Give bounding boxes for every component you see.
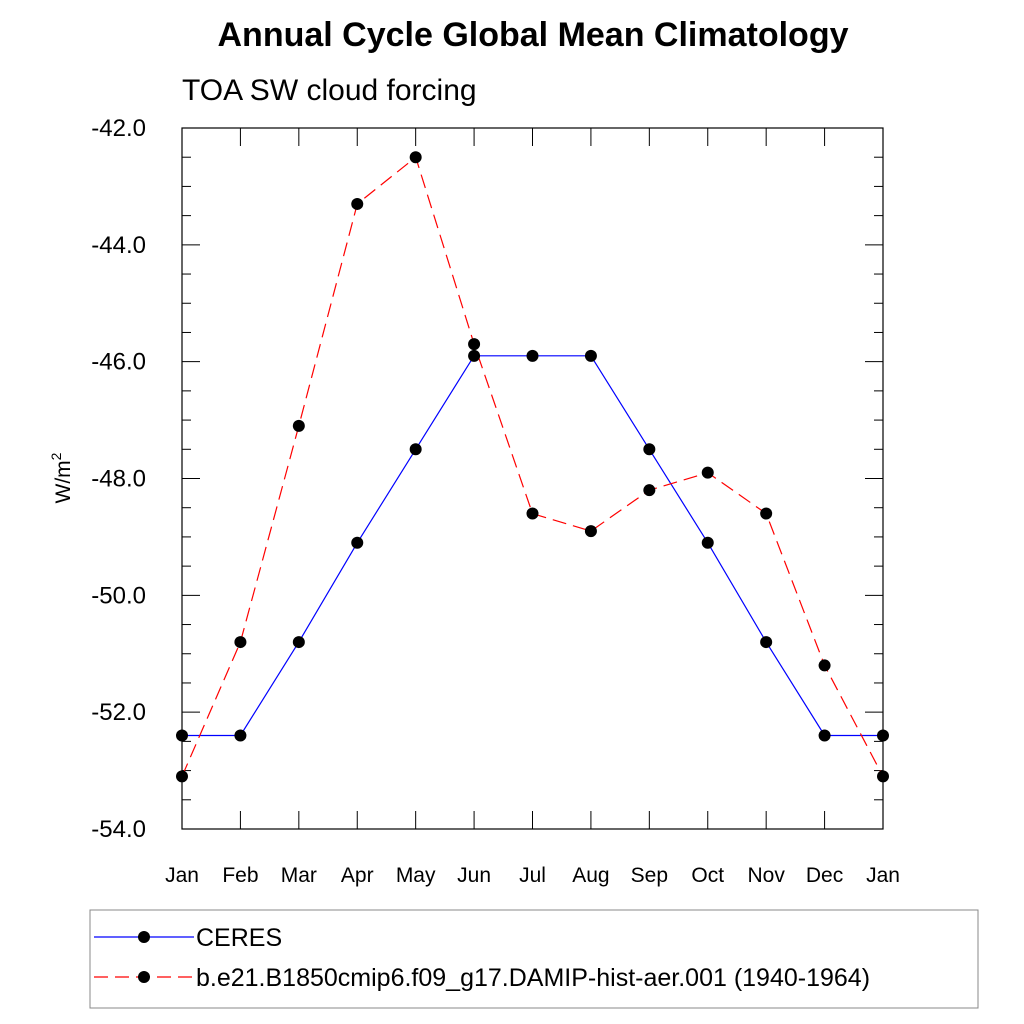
data-point bbox=[234, 636, 247, 649]
data-point bbox=[818, 659, 831, 672]
x-tick-label: Jan bbox=[866, 864, 900, 887]
series-line bbox=[181, 156, 884, 777]
data-point bbox=[584, 349, 597, 362]
data-point bbox=[584, 525, 597, 538]
x-tick-label: May bbox=[396, 864, 436, 887]
y-axis-label-unit: W/m bbox=[52, 460, 75, 503]
x-tick-label: Jan bbox=[165, 864, 199, 887]
x-tick-label: Apr bbox=[341, 864, 374, 887]
chart-subtitle: TOA SW cloud forcing bbox=[182, 74, 477, 107]
data-point bbox=[877, 770, 889, 783]
x-tick-label: Nov bbox=[747, 864, 785, 887]
data-point bbox=[176, 729, 188, 742]
x-tick-label: Aug bbox=[572, 864, 609, 887]
legend: CERES b.e21.B1850cmip6.f09_g17.DAMIP-hist… bbox=[89, 909, 979, 1009]
data-point bbox=[526, 507, 539, 520]
y-tick-label: -44.0 bbox=[91, 232, 146, 259]
data-point bbox=[643, 443, 656, 456]
data-point bbox=[292, 419, 305, 432]
data-point bbox=[701, 466, 714, 479]
y-tick-label: -54.0 bbox=[91, 816, 146, 843]
y-axis-label-exponent: 2 bbox=[48, 452, 64, 460]
legend-label: b.e21.B1850cmip6.f09_g17.DAMIP-hist-aer.… bbox=[196, 964, 870, 992]
data-point bbox=[351, 197, 364, 210]
data-point bbox=[643, 484, 656, 497]
x-tick-label: Dec bbox=[806, 864, 843, 887]
data-point bbox=[409, 151, 422, 164]
y-tick-label: -52.0 bbox=[91, 699, 146, 726]
plot-frame bbox=[181, 127, 884, 830]
data-point bbox=[760, 636, 773, 649]
legend-box bbox=[89, 909, 979, 1009]
x-tick-label: Jun bbox=[457, 864, 491, 887]
data-point bbox=[818, 729, 831, 742]
data-point bbox=[468, 338, 481, 351]
x-tick-label: Sep bbox=[631, 864, 668, 887]
data-point bbox=[877, 729, 889, 742]
data-point bbox=[351, 536, 364, 549]
data-point bbox=[234, 729, 247, 742]
data-point bbox=[176, 770, 188, 783]
chart-title: Annual Cycle Global Mean Climatology bbox=[218, 16, 849, 54]
data-point bbox=[468, 349, 481, 362]
data-point bbox=[701, 536, 714, 549]
x-tick-label: Mar bbox=[281, 864, 317, 887]
data-point bbox=[409, 443, 422, 456]
y-tick-label: -48.0 bbox=[91, 466, 146, 493]
y-tick-label: -46.0 bbox=[91, 349, 146, 376]
data-point bbox=[526, 349, 539, 362]
x-tick-label: Jul bbox=[519, 864, 546, 887]
y-tick-label: -50.0 bbox=[91, 582, 146, 609]
data-point bbox=[760, 507, 773, 520]
legend-label: CERES bbox=[196, 924, 282, 952]
y-tick-label: -42.0 bbox=[91, 115, 146, 142]
legend-marker bbox=[138, 971, 150, 983]
series-line bbox=[182, 355, 883, 737]
x-tick-label: Feb bbox=[222, 864, 258, 887]
legend-marker bbox=[138, 931, 150, 943]
data-point bbox=[292, 636, 305, 649]
x-tick-label: Oct bbox=[691, 864, 724, 887]
y-axis-label: W/m2 bbox=[48, 452, 75, 503]
plot-area: -54.0 -52.0 -50.0 -48.0 -46.0 -44.0 -42.0 Jan Fe… bbox=[91, 115, 900, 887]
